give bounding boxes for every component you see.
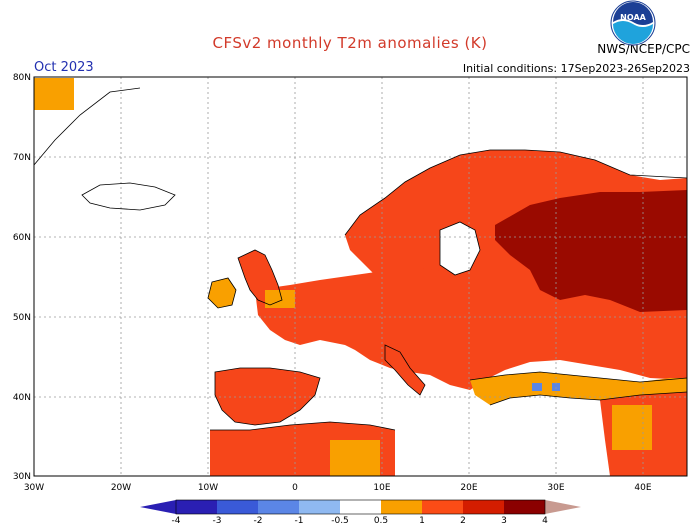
colorbar-segment — [258, 500, 299, 514]
colorbar-label: -3 — [213, 516, 222, 526]
greenland-anomaly — [34, 78, 74, 110]
map-frame — [33, 76, 688, 477]
colorbar-label: -2 — [254, 516, 263, 526]
black-sea-cool-spot — [532, 383, 542, 391]
longitude-labels: 30W 20W 10W 0 10E 20E 30E 40E — [24, 483, 652, 493]
colorbar-label: 0.5 — [374, 516, 388, 526]
colorbar-segment — [299, 500, 340, 514]
russia-anomaly-max — [495, 190, 687, 312]
colorbar-label: 2 — [460, 516, 466, 526]
colorbar-segment — [381, 500, 422, 514]
agency-label: NWS/NCEP/CPC — [597, 42, 690, 56]
colorbar-min-arrow — [140, 500, 176, 514]
colorbar: -4 -3 -2 -1 -0.5 0.5 1 2 3 4 — [140, 499, 581, 526]
colorbar-segment — [176, 500, 217, 514]
latitude-labels: 80N 70N 60N 50N 40N 30N — [13, 73, 31, 482]
lat-label: 30N — [13, 472, 31, 482]
colorbar-label: 1 — [419, 516, 425, 526]
lat-label: 70N — [13, 153, 31, 163]
colorbar-segment — [340, 500, 381, 514]
colorbar-max-arrow — [545, 500, 581, 514]
noaa-logo-text: NOAA — [620, 13, 646, 22]
lat-label: 60N — [13, 233, 31, 243]
lon-label: 0 — [292, 483, 298, 493]
lon-label: 20E — [460, 483, 477, 493]
anomaly-shading — [34, 77, 687, 476]
lon-label: 30W — [24, 483, 44, 493]
colorbar-label: -1 — [295, 516, 304, 526]
colorbar-label: -0.5 — [331, 516, 349, 526]
algeria-anomaly — [330, 440, 380, 476]
colorbar-label: -4 — [172, 516, 181, 526]
lon-label: 10E — [373, 483, 390, 493]
colorbar-segment — [422, 500, 463, 514]
lon-label: 20W — [111, 483, 131, 493]
colorbar-label: 3 — [501, 516, 507, 526]
colorbar-segment — [504, 500, 545, 514]
initial-conditions: Initial conditions: 17Sep2023-26Sep2023 — [462, 62, 690, 75]
lon-label: 10W — [198, 483, 218, 493]
colorbar-segment — [217, 500, 258, 514]
ireland-anomaly — [208, 278, 236, 308]
graticule — [34, 77, 687, 476]
noaa-logo-icon: NOAA — [610, 0, 656, 46]
lon-label: 30E — [547, 483, 564, 493]
lon-label: 40E — [634, 483, 651, 493]
colorbar-label: 4 — [542, 516, 548, 526]
colorbar-segment — [463, 500, 504, 514]
coastlines — [34, 87, 687, 431]
lat-label: 80N — [13, 73, 31, 83]
forecast-month: Oct 2023 — [34, 60, 94, 75]
map-title: CFSv2 monthly T2m anomalies (K) — [212, 34, 488, 52]
lat-label: 50N — [13, 313, 31, 323]
lat-label: 40N — [13, 393, 31, 403]
